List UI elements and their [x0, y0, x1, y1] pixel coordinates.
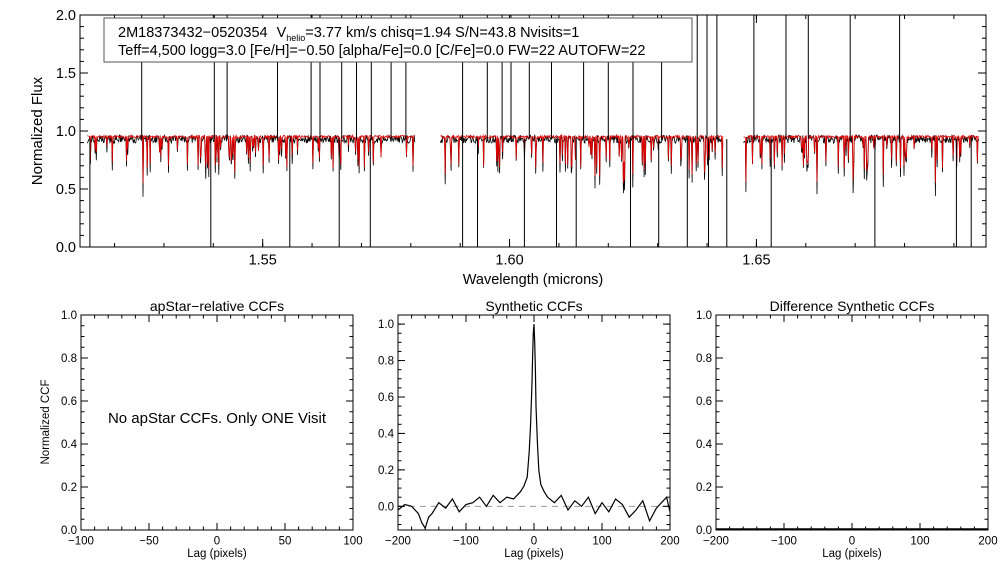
x-tick-label: −50	[139, 536, 159, 548]
velocity-symbol: V	[277, 25, 287, 41]
y-tick-label: 0.0	[696, 525, 712, 537]
x-tick-label: 50	[279, 536, 292, 548]
y-tick-label: 0.8	[61, 353, 77, 365]
x-tick-label: 200	[978, 536, 997, 548]
x-tick-label: 0	[531, 536, 537, 548]
synthetic-ccf-frame	[397, 314, 671, 531]
apstar-ccf-panel: apStar−relative CCFs −100 −50 0 50 100 0.0 0.2…	[40, 298, 363, 560]
x-tick-label: 200	[660, 536, 679, 548]
x-tick-label: −100	[453, 536, 479, 548]
apstar-ccf-xlabel: Lag (pixels)	[187, 548, 247, 560]
apstar-ccf-title: apStar−relative CCFs	[150, 298, 284, 314]
x-tick-label: −100	[68, 536, 94, 548]
y-tick-label: 1.5	[56, 66, 76, 82]
spectrum-panel: 1.55 1.60 1.65 0.0 0.5 1.0 1.5 2.0 2M18373432−0…	[29, 8, 987, 288]
model-spectrum-line	[87, 133, 979, 184]
y-tick-label: 0.4	[61, 439, 78, 451]
difference-ccf-panel: Difference Synthetic CCFs −200 −100 0 100 20…	[696, 298, 998, 560]
synthetic-ccf-ticks: −200 −100 0 100 200 0.0 0.2 0.4 0.6 0.8 1.0	[378, 314, 680, 548]
y-tick-label: 0.0	[378, 501, 394, 513]
x-tick-label: 1.65	[742, 253, 770, 269]
difference-ccf-xlabel: Lag (pixels)	[822, 548, 882, 560]
no-ccf-annotation: No apStar CCFs. Only ONE Visit	[108, 410, 327, 427]
x-tick-label: 1.60	[495, 253, 523, 269]
y-tick-label: 0.2	[378, 465, 394, 477]
spectrum-ticks: 1.55 1.60 1.65 0.0 0.5 1.0 1.5 2.0	[56, 8, 986, 269]
synthetic-ccf-title: Synthetic CCFs	[485, 298, 582, 314]
difference-ccf-ticks: −200 −100 0 100 200 0.0 0.2 0.4 0.6 0.8 1.0	[696, 310, 998, 547]
y-tick-label: 2.0	[56, 8, 76, 24]
y-tick-label: 0.2	[61, 482, 77, 494]
info-line-1: 2M18373432−0520354 Vhelio=3.77 km/s chisq…	[118, 25, 579, 43]
x-tick-label: −100	[771, 536, 797, 548]
x-tick-label: −200	[703, 536, 729, 548]
info-box	[103, 17, 693, 63]
x-tick-label: 1.55	[249, 253, 277, 269]
difference-ccf-frame	[715, 314, 989, 531]
apstar-ccf-ticks: −100 −50 0 50 100 0.0 0.2 0.4 0.6 0.8 1.0	[61, 310, 363, 547]
y-tick-label: 1.0	[378, 319, 394, 331]
x-tick-label: 100	[343, 536, 362, 548]
x-tick-label: 100	[592, 536, 611, 548]
y-tick-label: 0.6	[378, 392, 394, 404]
synthetic-ccf-panel: Synthetic CCFs −200 −100 0 100 200 0.0 0.2 0.4 0…	[378, 298, 680, 560]
fit-stats: =3.77 km/s chisq=1.94 S/N=43.8 Nvisits=1	[305, 25, 579, 41]
synthetic-ccf-curve	[397, 324, 671, 530]
x-tick-label: 100	[910, 536, 929, 548]
x-tick-label: 0	[849, 536, 855, 548]
y-tick-label: 0.6	[61, 396, 77, 408]
info-line-2: Teff=4,500 logg=3.0 [Fe/H]=−0.50 [alpha/…	[118, 43, 645, 59]
y-tick-label: 0.8	[378, 356, 394, 368]
y-tick-label: 1.0	[61, 310, 77, 322]
velocity-subscript: helio	[286, 33, 305, 43]
y-tick-label: 0.2	[696, 482, 712, 494]
y-tick-label: 0.6	[696, 396, 712, 408]
y-tick-label: 1.0	[56, 124, 76, 140]
spectrum-ylabel: Normalized Flux	[29, 76, 46, 185]
y-tick-label: 0.8	[696, 353, 712, 365]
y-tick-label: 0.5	[56, 182, 76, 198]
y-tick-label: 0.4	[696, 439, 713, 451]
apstar-ccf-ylabel: Normalized CCF	[40, 380, 52, 465]
y-tick-label: 0.0	[61, 525, 77, 537]
y-tick-label: 0.0	[56, 240, 76, 256]
x-tick-label: −200	[385, 536, 411, 548]
synthetic-ccf-xlabel: Lag (pixels)	[504, 548, 564, 560]
x-tick-label: 0	[214, 536, 220, 548]
y-tick-label: 0.4	[378, 428, 395, 440]
difference-ccf-title: Difference Synthetic CCFs	[770, 298, 935, 314]
synthetic-ccf-data	[397, 324, 671, 530]
y-tick-label: 1.0	[696, 310, 712, 322]
spectrum-xlabel: Wavelength (microns)	[463, 272, 603, 288]
star-id: 2M18373432−0520354	[118, 25, 268, 41]
